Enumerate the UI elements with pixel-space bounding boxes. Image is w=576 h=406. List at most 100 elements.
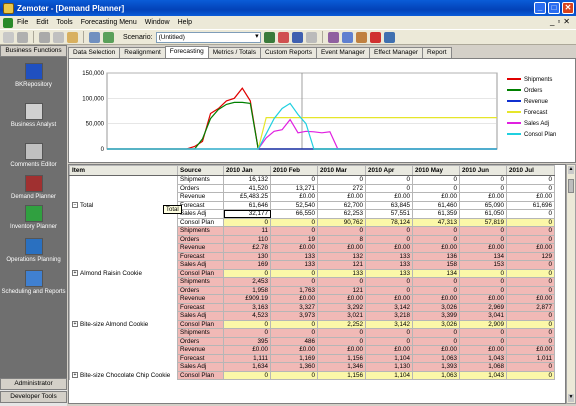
table-row[interactable]: Shipments 16,132 0 0 0 0 0 0 [69, 175, 555, 185]
mdi-close-button[interactable]: ✕ [563, 17, 570, 26]
value-cell[interactable]: £0.00 [270, 294, 318, 304]
table-row[interactable]: + Bite-size Chocolate Chip Cookie Consol P… [69, 370, 555, 380]
value-cell[interactable]: 1,393 [412, 362, 460, 372]
value-cell[interactable]: 0 [365, 234, 413, 244]
value-cell[interactable]: £0.00 [459, 192, 507, 202]
report-icon[interactable] [355, 31, 367, 43]
source-cell[interactable]: Forecast [177, 302, 224, 312]
value-cell[interactable]: 62,700 [317, 200, 366, 210]
table-row[interactable]: Revenue £0.00 £0.00 £0.00 £0.00 £0.00 £0.00 £0.… [69, 345, 555, 355]
table-row[interactable]: Orders 110 19 8 0 0 0 0 [69, 234, 555, 244]
column-header[interactable]: 2010 May [412, 165, 460, 176]
column-header[interactable]: 2010 Apr [365, 165, 413, 176]
value-cell[interactable]: 1,111 [223, 353, 271, 363]
value-cell[interactable]: 3,327 [270, 302, 318, 312]
column-header[interactable]: Source [177, 165, 224, 176]
table-row[interactable]: Revenue £2.78 £0.00 £0.00 £0.00 £0.00 £0.00 £0.… [69, 243, 555, 253]
value-cell[interactable]: 0 [365, 277, 413, 287]
value-cell[interactable]: £0.00 [270, 243, 318, 253]
value-cell[interactable]: 0 [223, 319, 271, 329]
source-cell[interactable]: Consol Plan [177, 268, 224, 278]
source-cell[interactable]: Shipments [177, 175, 224, 185]
value-cell[interactable]: 0 [270, 268, 318, 278]
table-row[interactable]: Forecast 1,111 1,169 1,156 1,104 1,063 1,043 1,… [69, 353, 555, 363]
expand-icon[interactable]: + [72, 372, 78, 379]
value-cell[interactable]: 47,313 [412, 217, 460, 227]
value-cell[interactable]: 0 [365, 183, 413, 193]
value-cell[interactable]: 0 [412, 277, 460, 287]
value-cell[interactable]: 0 [506, 226, 555, 236]
export-icon[interactable] [383, 31, 395, 43]
table-row[interactable]: Consol Plan 0 0 90,762 78,124 47,313 57,819 0 [69, 217, 555, 227]
value-cell[interactable]: 1,360 [270, 362, 318, 372]
value-cell[interactable]: 1,104 [365, 353, 413, 363]
value-cell[interactable]: 0 [506, 336, 555, 346]
value-cell[interactable]: 66,550 [270, 209, 318, 219]
value-cell[interactable]: 1,763 [270, 285, 318, 295]
value-cell[interactable]: 121 [317, 260, 366, 270]
value-cell[interactable]: 2,909 [459, 319, 507, 329]
table-row[interactable]: Orders 1,958 1,763 121 0 0 0 0 [69, 285, 555, 295]
source-cell[interactable]: Consol Plan [177, 319, 224, 329]
sidebar-administrator[interactable]: Administrator [0, 378, 67, 390]
value-cell[interactable]: 1,043 [459, 370, 507, 380]
source-cell[interactable]: Orders [177, 336, 224, 346]
value-cell[interactable]: £0.00 [223, 345, 271, 355]
value-cell[interactable]: 136 [412, 251, 460, 261]
table-row[interactable]: Sales Adj 32,177 66,550 62,253 57,551 61,359 6… [69, 209, 555, 219]
value-cell[interactable]: 3,026 [412, 302, 460, 312]
value-cell[interactable]: 0 [365, 175, 413, 185]
value-cell[interactable]: £0.00 [317, 243, 366, 253]
value-cell[interactable]: 0 [506, 234, 555, 244]
filter-icon[interactable] [341, 31, 353, 43]
value-cell[interactable]: 4,523 [223, 311, 271, 321]
value-cell[interactable]: 0 [459, 183, 507, 193]
tab-custom-reports[interactable]: Custom Reports [259, 47, 317, 58]
compare-icon[interactable] [327, 31, 339, 43]
value-cell[interactable]: 2,969 [459, 302, 507, 312]
value-cell[interactable]: 61,050 [459, 209, 507, 219]
source-cell[interactable]: Sales Adj [177, 311, 224, 321]
value-cell[interactable]: 133 [270, 260, 318, 270]
sidebar-item-inventory-planner[interactable]: Inventory Planner [0, 205, 67, 230]
menu-tools[interactable]: Tools [56, 19, 73, 26]
source-cell[interactable]: Orders [177, 285, 224, 295]
value-cell[interactable]: £0.00 [317, 294, 366, 304]
value-cell[interactable]: 0 [223, 217, 271, 227]
value-cell[interactable]: 486 [270, 336, 318, 346]
column-header[interactable]: 2010 Mar [317, 165, 366, 176]
value-cell[interactable]: 11 [223, 226, 271, 236]
value-cell[interactable]: 2,252 [317, 319, 366, 329]
value-cell[interactable]: £0.00 [412, 294, 460, 304]
table-row[interactable]: Sales Adj 169 133 121 133 158 153 0 [69, 260, 555, 270]
value-cell[interactable]: 65,090 [459, 200, 507, 210]
source-cell[interactable]: Revenue [177, 192, 224, 202]
menu-forecasting[interactable]: Forecasting Menu [80, 19, 137, 26]
menu-edit[interactable]: Edit [36, 19, 49, 26]
table-row[interactable]: Sales Adj 4,523 3,973 3,021 3,218 3,399 3,041 0 [69, 311, 555, 321]
table-row[interactable]: + Bite-size Almond Cookie Consol Plan 0 0 2,2… [69, 319, 555, 329]
cut-icon[interactable] [39, 31, 50, 43]
value-cell[interactable]: £0.00 [270, 345, 318, 355]
value-cell[interactable]: 0 [412, 175, 460, 185]
value-cell[interactable]: £0.00 [412, 192, 460, 202]
source-cell[interactable]: Shipments [177, 226, 224, 236]
value-cell[interactable]: 0 [506, 285, 555, 295]
value-cell[interactable]: 3,142 [365, 319, 413, 329]
value-cell[interactable]: 133 [270, 251, 318, 261]
value-cell[interactable]: £0.00 [270, 192, 318, 202]
table-row[interactable]: Shipments 11 0 0 0 0 0 0 [69, 226, 555, 236]
value-cell[interactable]: 0 [365, 336, 413, 346]
menu-file[interactable]: File [17, 19, 29, 26]
sidebar-header[interactable]: Business Functions [0, 45, 67, 57]
value-cell[interactable]: 0 [223, 268, 271, 278]
source-cell[interactable]: Forecast [177, 251, 224, 261]
value-cell[interactable]: 32,177 [223, 209, 271, 219]
value-cell[interactable]: 1,063 [412, 370, 460, 380]
value-cell[interactable]: 3,973 [270, 311, 318, 321]
value-cell[interactable]: 0 [459, 268, 507, 278]
value-cell[interactable]: 0 [365, 226, 413, 236]
value-cell[interactable]: 1,068 [459, 362, 507, 372]
value-cell[interactable]: 3,399 [412, 311, 460, 321]
value-cell[interactable]: 1,346 [317, 362, 366, 372]
